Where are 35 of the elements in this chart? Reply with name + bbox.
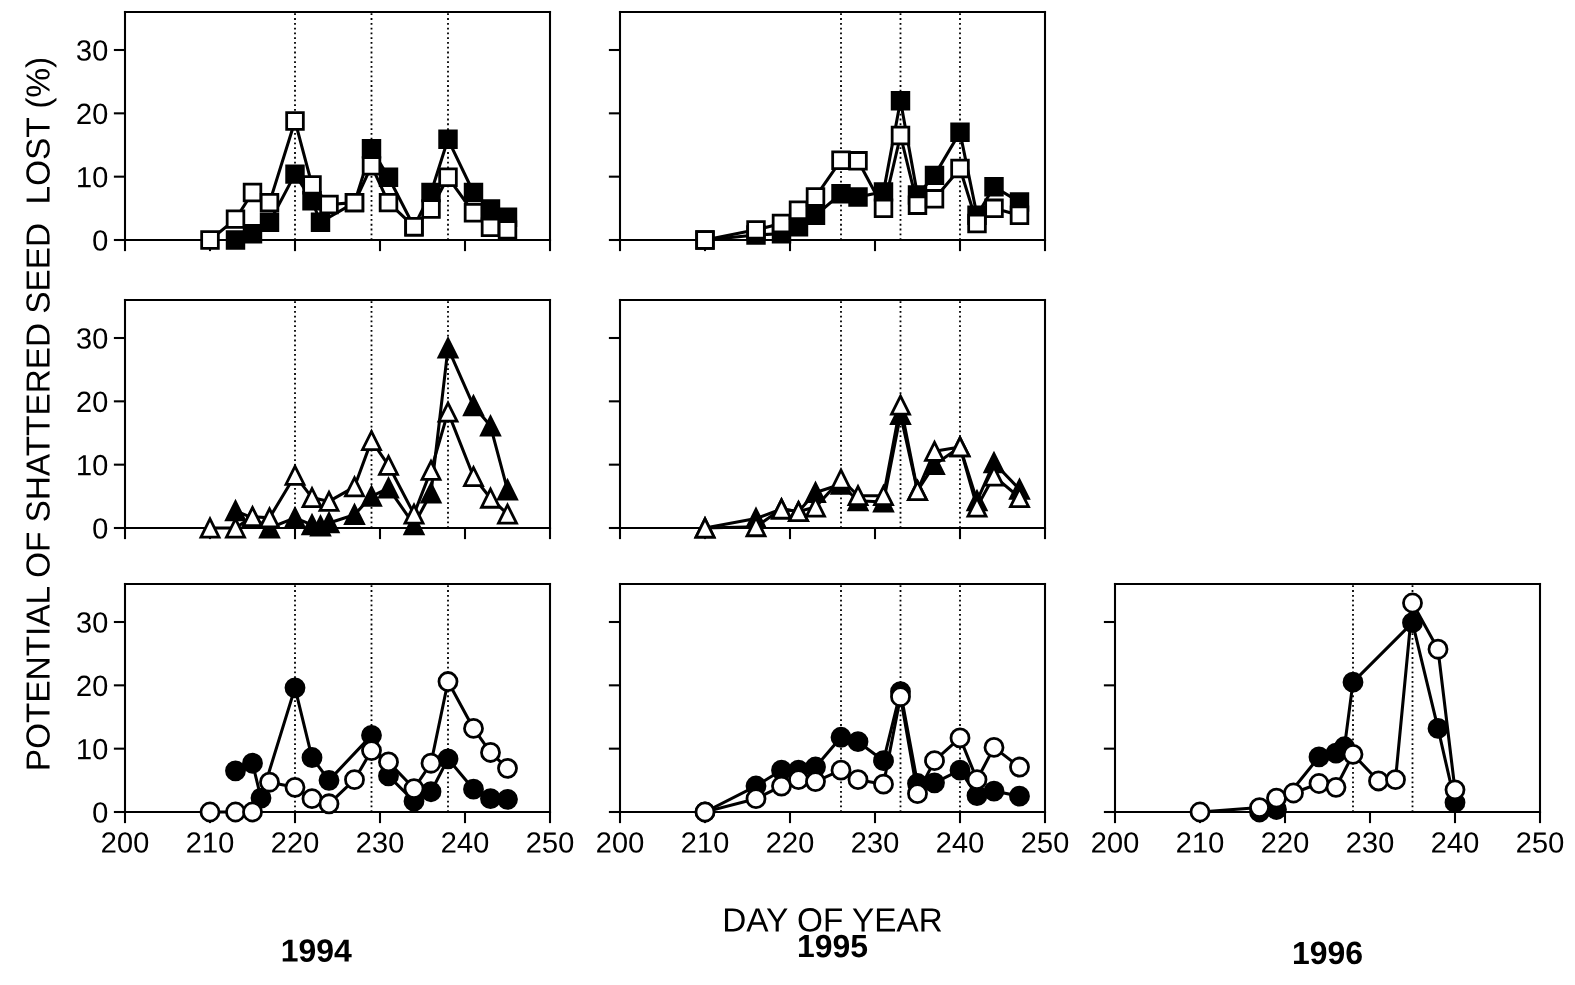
x-tick-label: 230 [1347, 832, 1394, 853]
y-tick-label: 0 [93, 230, 108, 251]
y-tick-label: 20 [77, 391, 108, 413]
x-tick-label: 240 [442, 832, 489, 853]
x-tick-label: 210 [1177, 832, 1224, 853]
text: 1994 [282, 939, 352, 962]
y-tick-label: 0 [93, 802, 108, 823]
y-tick-label: 10 [78, 454, 108, 476]
y-tick-label: 20 [77, 675, 108, 697]
y-tick-label: 20 [77, 103, 108, 125]
x-tick-label: 220 [1262, 832, 1309, 853]
x-tick-label: 230 [852, 832, 899, 853]
text: 1995 [798, 934, 868, 958]
x-tick-label: 210 [682, 832, 729, 853]
x-tick-label: 250 [1517, 832, 1564, 853]
x-tick-label: 240 [937, 832, 984, 853]
x-tick-label: 200 [597, 832, 644, 853]
y-tick-label: 30 [77, 40, 108, 61]
y-tick-label: 10 [78, 166, 108, 188]
x-tick-label: 230 [357, 832, 404, 853]
x-tick-label: 220 [272, 832, 319, 853]
x-tick-label: 220 [767, 832, 814, 853]
y-axis-title: POTENTIAL OF SHATTERED SEED LOST (%) [25, 58, 57, 769]
y-tick-label: 0 [93, 518, 108, 539]
x-tick-label: 240 [1432, 832, 1479, 853]
y-tick-label: 30 [77, 612, 108, 633]
x-tick-label: 250 [527, 832, 574, 853]
y-tick-label: 10 [78, 738, 108, 760]
y-tick-label: 30 [77, 328, 108, 349]
text: 1996 [1293, 941, 1362, 965]
x-tick-label: 200 [1092, 832, 1139, 853]
x-tick-label: 250 [1022, 832, 1069, 853]
x-tick-label: 210 [187, 832, 234, 853]
x-tick-label: 200 [102, 832, 149, 853]
x-axis-title: DAY OF YEAR [724, 908, 942, 932]
